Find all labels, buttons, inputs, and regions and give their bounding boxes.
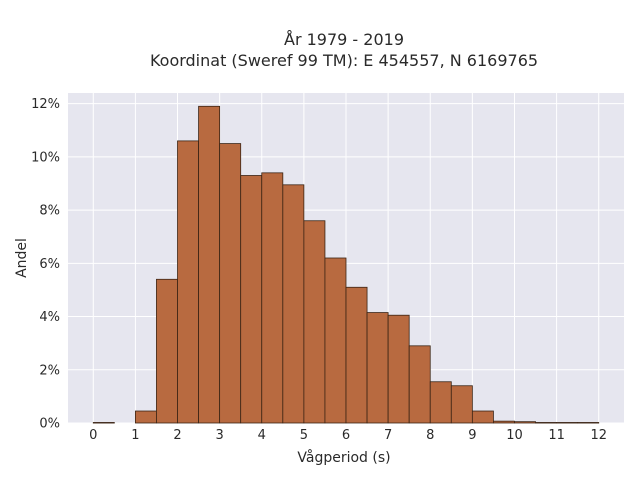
histogram-bar: [408, 345, 431, 424]
histogram-bar: [556, 422, 579, 424]
x-tick-label: 9: [468, 428, 476, 443]
histogram-bar: [303, 220, 326, 424]
x-tick-label: 5: [300, 428, 308, 443]
x-tick-label: 6: [342, 428, 350, 443]
histogram-bar: [366, 312, 389, 424]
histogram-bar: [219, 143, 242, 424]
histogram-bar: [92, 422, 115, 424]
histogram-bar: [387, 314, 410, 424]
x-tick-label: 12: [590, 428, 607, 443]
histogram-bar: [345, 286, 368, 424]
x-axis-title: Vågperiod (s): [297, 449, 390, 466]
y-tick-label: 4%: [39, 310, 60, 325]
y-tick-label: 0%: [39, 417, 60, 432]
histogram-bar: [134, 410, 157, 424]
histogram-bar: [177, 140, 199, 424]
chart-title-line-2: Koordinat (Sweref 99 TM): E 454557, N 61…: [150, 51, 538, 70]
bars: [92, 105, 600, 424]
y-tick-labels: 0% 2% 4% 6% 8% 10% 12%: [31, 97, 60, 431]
histogram-bar: [577, 422, 600, 424]
chart-title-line-1: År 1979 - 2019: [284, 30, 404, 49]
x-tick-label: 1: [131, 428, 139, 443]
histogram-bar: [514, 421, 536, 424]
histogram-bar: [261, 172, 284, 424]
y-tick-label: 2%: [39, 363, 60, 378]
histogram-bar: [493, 420, 515, 424]
y-tick-label: 10%: [31, 150, 60, 165]
y-tick-label: 8%: [39, 204, 60, 219]
y-tick-label: 6%: [39, 257, 60, 272]
histogram-bar: [535, 422, 558, 424]
x-tick-label: 2: [173, 428, 181, 443]
histogram-bar: [198, 105, 221, 424]
histogram-bar: [324, 257, 347, 424]
x-tick-label: 3: [215, 428, 223, 443]
histogram-bar: [471, 410, 494, 424]
y-axis-title: Andel: [14, 238, 30, 278]
x-tick-label: 0: [89, 428, 97, 443]
x-tick-label: 4: [258, 428, 266, 443]
x-tick-label: 11: [548, 428, 565, 443]
x-tick-labels: 0 1 2 3 4 5 6 7 8 9 10 11 12: [89, 428, 607, 443]
histogram-bar: [240, 175, 263, 424]
histogram-bar: [429, 381, 452, 424]
x-tick-label: 7: [384, 428, 392, 443]
histogram-bar: [156, 278, 178, 424]
histogram-bar: [282, 184, 305, 424]
histogram-bar: [450, 385, 473, 424]
x-tick-label: 10: [506, 428, 523, 443]
x-tick-label: 8: [426, 428, 434, 443]
y-tick-label: 12%: [31, 97, 60, 112]
